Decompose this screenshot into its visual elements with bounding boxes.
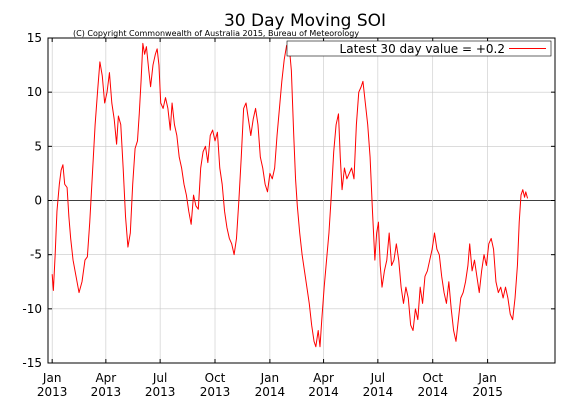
y-tick-label: -10	[22, 302, 42, 316]
x-tick-label-month: Oct	[205, 371, 226, 385]
legend-box	[286, 40, 552, 57]
x-tick-label-month: Jul	[370, 371, 385, 385]
x-tick-label-month: Jan	[260, 371, 280, 385]
x-tick-label-year: 2013	[200, 385, 231, 399]
grid-lines	[48, 38, 555, 363]
x-tick-label-year: 2013	[37, 385, 68, 399]
series-group	[51, 42, 529, 348]
chart-title: 30 Day Moving SOI	[224, 11, 386, 31]
y-tick-label: 5	[34, 139, 42, 153]
x-tick-label-month: Jan	[42, 371, 62, 385]
series-line	[51, 42, 529, 348]
x-tick-label-year: 2015	[472, 385, 503, 399]
x-tick-label-month: Oct	[422, 371, 443, 385]
chart-copyright: (C) Copyright Commonwealth of Australia …	[73, 29, 359, 38]
y-tick-label: -5	[30, 248, 42, 262]
y-tick-label: 0	[34, 194, 42, 208]
x-tick-label-year: 2014	[308, 385, 339, 399]
legend: Latest 30 day value = +0.2	[286, 40, 552, 57]
y-tick-label: 15	[27, 31, 42, 45]
x-tick-label-month: Jul	[152, 371, 167, 385]
x-tick-label-month: Jan	[477, 371, 497, 385]
y-tick-label: -15	[22, 356, 42, 370]
x-tick-label-year: 2014	[363, 385, 394, 399]
x-tick-label-month: Apr	[313, 371, 334, 385]
axes: -15-10-5051015Jan2013Apr2013Jul2013Oct20…	[22, 31, 555, 399]
y-tick-label: 10	[27, 85, 42, 99]
x-tick-label-month: Apr	[95, 371, 116, 385]
x-tick-label-year: 2013	[145, 385, 176, 399]
legend-label: Latest 30 day value = +0.2	[340, 42, 505, 56]
x-tick-label-year: 2014	[255, 385, 286, 399]
x-tick-label-year: 2014	[417, 385, 448, 399]
x-tick-label-year: 2013	[91, 385, 122, 399]
